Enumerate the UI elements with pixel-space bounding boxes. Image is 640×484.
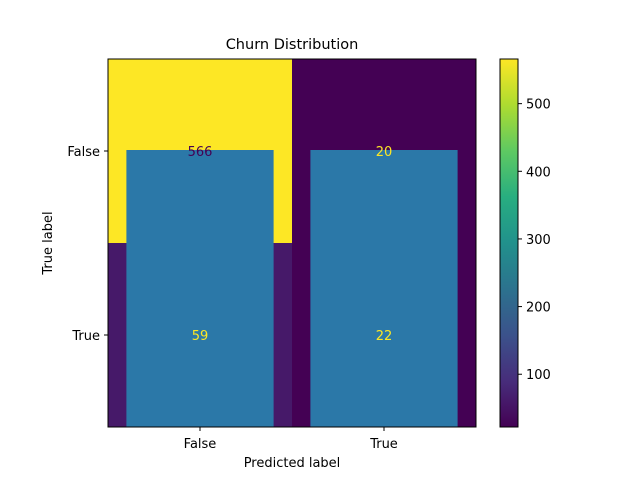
x-tick-label-true: True: [369, 437, 398, 452]
y-tick-label-false: False: [67, 145, 100, 160]
colorbar: [499, 58, 519, 428]
colorbar-tick-label-400: 400: [526, 165, 551, 180]
cell-value-1-0: 59: [192, 329, 209, 344]
colorbar-tick-label-100: 100: [526, 368, 551, 383]
cell-value-0-0: 566: [188, 145, 213, 160]
overlay-bar-false: [126, 150, 274, 427]
colorbar-tick-label-300: 300: [526, 233, 551, 248]
cell-value-0-1: 20: [376, 145, 393, 160]
plot-frame: [107, 58, 477, 428]
overlay-bar-true: [310, 150, 458, 427]
cell-value-1-1: 22: [376, 329, 393, 344]
x-axis-label: Predicted label: [244, 456, 341, 471]
chart-title: Churn Distribution: [226, 37, 359, 53]
colorbar-tick-label-500: 500: [526, 98, 551, 113]
y-axis-label: True label: [41, 211, 56, 275]
y-tick-label-true: True: [71, 329, 100, 344]
colorbar-tick-label-200: 200: [526, 301, 551, 316]
x-tick-label-false: False: [184, 437, 217, 452]
